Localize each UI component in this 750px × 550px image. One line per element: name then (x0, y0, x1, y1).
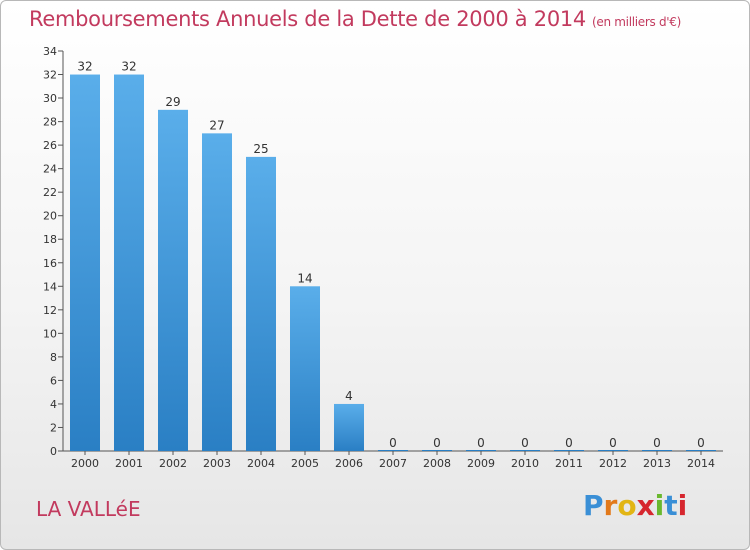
y-tick-label: 22 (43, 186, 57, 199)
x-tick-label: 2005 (291, 457, 319, 470)
chart-title: Remboursements Annuels de la Dette de 20… (29, 7, 681, 31)
bar-2005 (290, 286, 320, 451)
y-tick-label: 34 (43, 45, 57, 58)
bar-2010 (510, 450, 540, 451)
bar-2006 (334, 403, 364, 451)
logo-letter: i (654, 489, 665, 522)
y-tick-label: 10 (43, 327, 57, 340)
x-tick-label: 2006 (335, 457, 363, 470)
x-tick-label: 2014 (687, 457, 715, 470)
y-tick-label: 4 (50, 398, 57, 411)
bar-2007 (378, 450, 408, 451)
logo-letter: x (636, 489, 655, 522)
x-tick-label: 2003 (203, 457, 231, 470)
bar-2004 (246, 156, 276, 451)
proxiti-logo: Proxiti (583, 489, 687, 522)
bar-2008 (422, 450, 452, 451)
y-tick-label: 24 (43, 163, 57, 176)
y-tick-label: 30 (43, 92, 57, 105)
x-tick-label: 2001 (115, 457, 143, 470)
value-label-2002: 29 (165, 95, 180, 109)
y-tick-label: 12 (43, 304, 57, 317)
x-tick-label: 2010 (511, 457, 539, 470)
y-tick-label: 2 (50, 421, 57, 434)
value-label-2007: 0 (389, 436, 397, 450)
value-label-2006: 4 (345, 389, 353, 403)
x-tick-label: 2012 (599, 457, 627, 470)
bar-2003 (202, 133, 232, 451)
x-tick-label: 2002 (159, 457, 187, 470)
bar-2002 (158, 109, 188, 451)
y-tick-label: 8 (50, 351, 57, 364)
logo-letter: r (603, 489, 618, 522)
value-label-2009: 0 (477, 436, 485, 450)
bar-2009 (466, 450, 496, 451)
bar-2001 (114, 74, 144, 451)
value-label-2011: 0 (565, 436, 573, 450)
value-label-2014: 0 (697, 436, 705, 450)
value-label-2003: 27 (209, 118, 224, 132)
logo-letter: P (583, 489, 604, 522)
y-tick-label: 20 (43, 210, 57, 223)
x-tick-label: 2007 (379, 457, 407, 470)
logo-letter: i (677, 489, 688, 522)
x-tick-label: 2009 (467, 457, 495, 470)
value-label-2013: 0 (653, 436, 661, 450)
bar-2013 (642, 450, 672, 451)
x-tick-label: 2011 (555, 457, 583, 470)
data-labels: 32 32 29 27 25 14 4 0 0 0 0 0 0 0 0 (77, 60, 704, 450)
value-label-2001: 32 (121, 60, 136, 74)
y-tick-label: 28 (43, 116, 57, 129)
x-tick-label: 2004 (247, 457, 275, 470)
chart-title-text: Remboursements Annuels de la Dette de 20… (29, 7, 586, 31)
x-tick-label: 2008 (423, 457, 451, 470)
y-tick-label: 18 (43, 233, 57, 246)
value-label-2012: 0 (609, 436, 617, 450)
commune-name: LA VALLéE (36, 497, 141, 521)
y-tick-label: 32 (43, 69, 57, 82)
y-tick-label: 0 (50, 445, 57, 458)
bar-2011 (554, 450, 584, 451)
x-tick-label: 2000 (71, 457, 99, 470)
value-label-2000: 32 (77, 60, 92, 74)
y-tick-label: 14 (43, 280, 57, 293)
y-tick-label: 6 (50, 374, 57, 387)
value-label-2004: 25 (253, 142, 268, 156)
bar-2014 (686, 450, 716, 451)
logo-letter: t (664, 489, 678, 522)
value-label-2008: 0 (433, 436, 441, 450)
logo-letter: o (617, 489, 637, 522)
value-label-2005: 14 (297, 271, 312, 285)
y-tick-label: 26 (43, 139, 57, 152)
bars (70, 74, 716, 451)
chart-unit: (en milliers d'€) (592, 15, 682, 29)
bar-2012 (598, 450, 628, 451)
value-label-2010: 0 (521, 436, 529, 450)
x-tick-label: 2013 (643, 457, 671, 470)
y-tick-label: 16 (43, 257, 57, 270)
bar-2000 (70, 74, 100, 451)
